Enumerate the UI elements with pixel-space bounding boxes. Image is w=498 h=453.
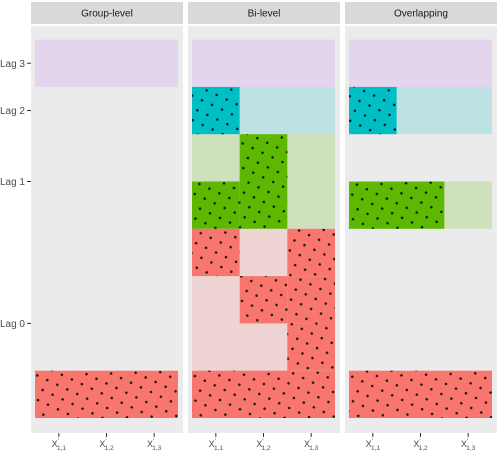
panel-strip-label: Overlapping (394, 9, 448, 20)
tile-dot-overlay (239, 181, 288, 229)
tile-dot-overlay (192, 370, 335, 418)
x-tick-label: X' 1,1 (209, 438, 224, 452)
tile-dot-overlay (349, 181, 445, 229)
tile-dot-overlay (239, 134, 288, 182)
x-tick-label: X' 1,3 (461, 438, 476, 452)
tile-dot-overlay (287, 323, 335, 371)
x-tick-label: X' 1,2 (256, 438, 271, 452)
x-tick-label: X' 1,1 (52, 438, 67, 452)
unselected-tile (192, 323, 240, 371)
tile-dot-overlay (349, 370, 492, 418)
x-tick-label: X' 1,3 (304, 438, 319, 452)
panel-strip (345, 2, 497, 24)
tile-dot-overlay (192, 228, 240, 277)
tile-dot-overlay (192, 86, 240, 135)
tile-dot-overlay (35, 370, 178, 418)
unselected-tile (192, 276, 240, 324)
panel-strip (31, 2, 183, 24)
unselected-tile (239, 86, 335, 135)
y-tick-label: Lag 3 (0, 59, 25, 70)
panel-strip-label: Bi-level (248, 9, 281, 20)
x-tick-label: X' 1,2 (99, 438, 114, 452)
unselected-tile (192, 134, 240, 182)
unselected-tile (192, 39, 335, 87)
x-tick-label: X' 1,1 (366, 438, 381, 452)
unselected-tile (239, 228, 288, 277)
unselected-tile (239, 323, 288, 371)
panel-strip (188, 2, 340, 24)
x-tick-label: X' 1,3 (147, 438, 162, 452)
tile-dot-overlay (287, 276, 335, 324)
tile-dot-overlay (239, 276, 288, 324)
unselected-tile (396, 86, 492, 135)
unselected-tile (349, 39, 492, 87)
x-tick-label: X' 1,2 (413, 438, 428, 452)
tile-dot-overlay (349, 86, 397, 135)
unselected-tile (35, 39, 178, 87)
unselected-tile (287, 134, 335, 182)
y-tick-label: Lag 2 (0, 106, 25, 117)
tile-dot-overlay (287, 228, 335, 277)
y-tick-label: Lag 0 (0, 319, 25, 330)
unselected-tile (444, 181, 492, 229)
unselected-tile (287, 181, 335, 229)
panel-background (31, 26, 183, 433)
y-tick-label: Lag 1 (0, 177, 25, 188)
panel-strip-label: Group-level (81, 9, 133, 20)
tile-dot-overlay (192, 181, 240, 229)
